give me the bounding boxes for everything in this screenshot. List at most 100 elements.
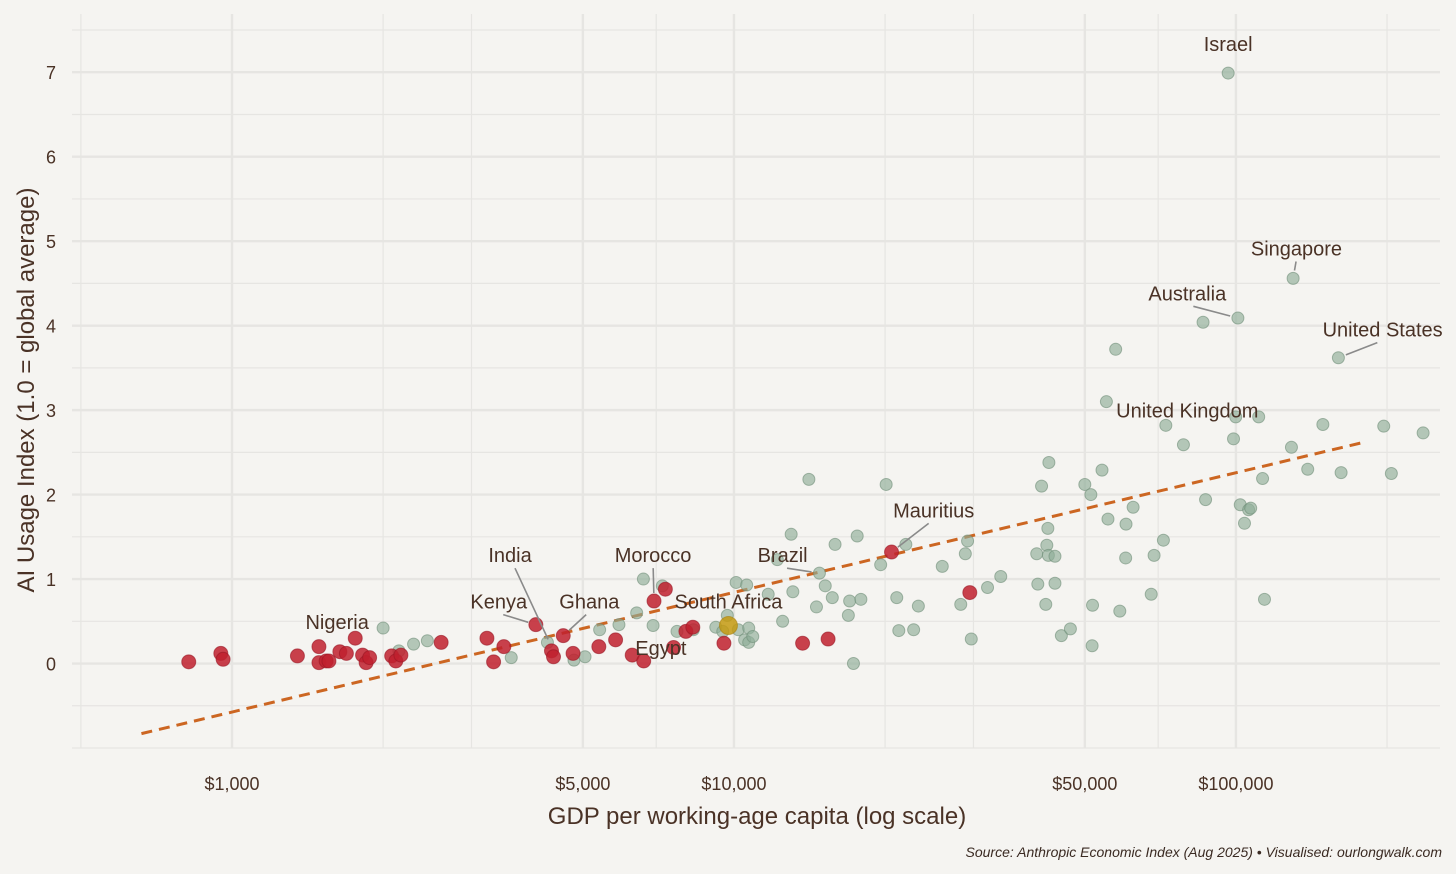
y-tick-label: 5: [46, 232, 56, 252]
data-point-africa: [289, 648, 305, 664]
data-point-other: [1159, 418, 1173, 432]
data-point-other: [1237, 516, 1251, 530]
data-point-africa: [591, 639, 607, 655]
data-point-other: [1284, 440, 1298, 454]
data-point-other: [786, 585, 800, 599]
data-point-other: [1030, 547, 1044, 561]
data-point-other: [1113, 604, 1127, 618]
x-tick-label: $50,000: [1052, 774, 1117, 794]
data-point-other: [1042, 455, 1056, 469]
x-tick-label: $10,000: [701, 774, 766, 794]
data-point-africa: [608, 632, 624, 648]
data-point-other: [1199, 493, 1213, 507]
data-point-other: [593, 623, 607, 637]
data-point-other: [1119, 517, 1133, 531]
annotation-label: Singapore: [1251, 239, 1342, 261]
data-point-other: [1147, 548, 1161, 562]
data-point-africa: [685, 619, 701, 635]
annotation-leader: [1345, 341, 1378, 356]
data-point-africa: [215, 651, 231, 667]
data-point-other: [890, 591, 904, 605]
data-point-africa: [347, 630, 363, 646]
data-point-other: [729, 575, 743, 589]
trend-line: [141, 440, 1365, 736]
annotation-leader: [502, 613, 529, 624]
annotation-label: United States: [1323, 320, 1443, 342]
data-point-other: [964, 632, 978, 646]
y-tick-label: 1: [46, 570, 56, 590]
data-point-other: [1041, 521, 1055, 535]
highlight-point: [718, 616, 738, 636]
annotation-leader: [568, 614, 587, 631]
annotation-label: Egypt: [635, 638, 687, 660]
data-point-africa: [666, 639, 682, 655]
data-point-africa: [486, 654, 502, 670]
data-point-other: [1316, 417, 1330, 431]
data-point-other: [776, 614, 790, 628]
data-point-other: [770, 553, 784, 567]
y-tick-label: 2: [46, 486, 56, 506]
data-point-other: [907, 623, 921, 637]
data-point-africa: [181, 654, 197, 670]
annotation-label: Ghana: [559, 592, 620, 614]
data-point-africa: [795, 635, 811, 651]
data-point-other: [1257, 592, 1271, 606]
data-point-other: [841, 608, 855, 622]
data-point-africa: [546, 649, 562, 665]
data-point-other: [1384, 466, 1398, 480]
data-point-other: [1126, 500, 1140, 514]
y-tick-label: 4: [46, 317, 56, 337]
data-point-africa: [884, 544, 900, 560]
annotation-label: Brazil: [758, 545, 808, 567]
data-point-other: [1196, 315, 1210, 329]
data-point-other: [407, 637, 421, 651]
data-point-other: [1085, 639, 1099, 653]
data-point-other: [578, 650, 592, 664]
data-point-other: [1156, 533, 1170, 547]
data-point-other: [812, 566, 826, 580]
data-point-africa: [636, 653, 652, 669]
data-point-other: [1244, 501, 1258, 515]
data-point-other: [1048, 576, 1062, 590]
data-point-other: [1221, 66, 1235, 80]
annotation-label: South Africa: [675, 592, 784, 614]
data-point-other: [892, 624, 906, 638]
y-tick-label: 3: [46, 401, 56, 421]
data-point-other: [1101, 512, 1115, 526]
data-point-other: [1084, 488, 1098, 502]
annotations: Israel Singapore Australia United States Uni…: [305, 34, 1442, 660]
data-point-other: [630, 606, 644, 620]
data-point-other: [850, 529, 864, 543]
data-point-other: [846, 657, 860, 671]
data-point-africa: [433, 634, 449, 650]
data-point-africa: [962, 585, 978, 601]
data-points: [181, 66, 1430, 671]
data-point-other: [961, 534, 975, 548]
data-point-other: [1301, 462, 1315, 476]
y-tick-label: 6: [46, 148, 56, 168]
data-point-other: [1229, 410, 1243, 424]
annotation-label: Mauritius: [893, 500, 974, 522]
data-point-other: [935, 559, 949, 573]
data-point-other: [420, 634, 434, 648]
data-point-other: [1377, 419, 1391, 433]
data-point-other: [646, 619, 660, 633]
data-point-other: [1035, 479, 1049, 493]
y-tick-label: 0: [46, 655, 56, 675]
data-point-other: [1063, 622, 1077, 636]
data-point-other: [843, 594, 857, 608]
data-point-africa: [646, 593, 662, 609]
data-point-other: [994, 570, 1008, 584]
data-point-africa: [820, 631, 836, 647]
annotation-leader: [1193, 305, 1231, 317]
data-point-other: [1109, 342, 1123, 356]
x-axis-ticks: $1,000 $5,000 $10,000 $50,000 $100,000: [204, 774, 1273, 794]
annotation-leader: [1293, 261, 1297, 271]
annotation-leader: [514, 567, 549, 640]
grid: [72, 14, 1440, 749]
annotation-leader: [652, 568, 655, 594]
annotation-label: India: [488, 545, 532, 567]
data-point-other: [1256, 472, 1270, 486]
annotation-label: Australia: [1148, 283, 1227, 305]
data-point-other: [854, 592, 868, 606]
